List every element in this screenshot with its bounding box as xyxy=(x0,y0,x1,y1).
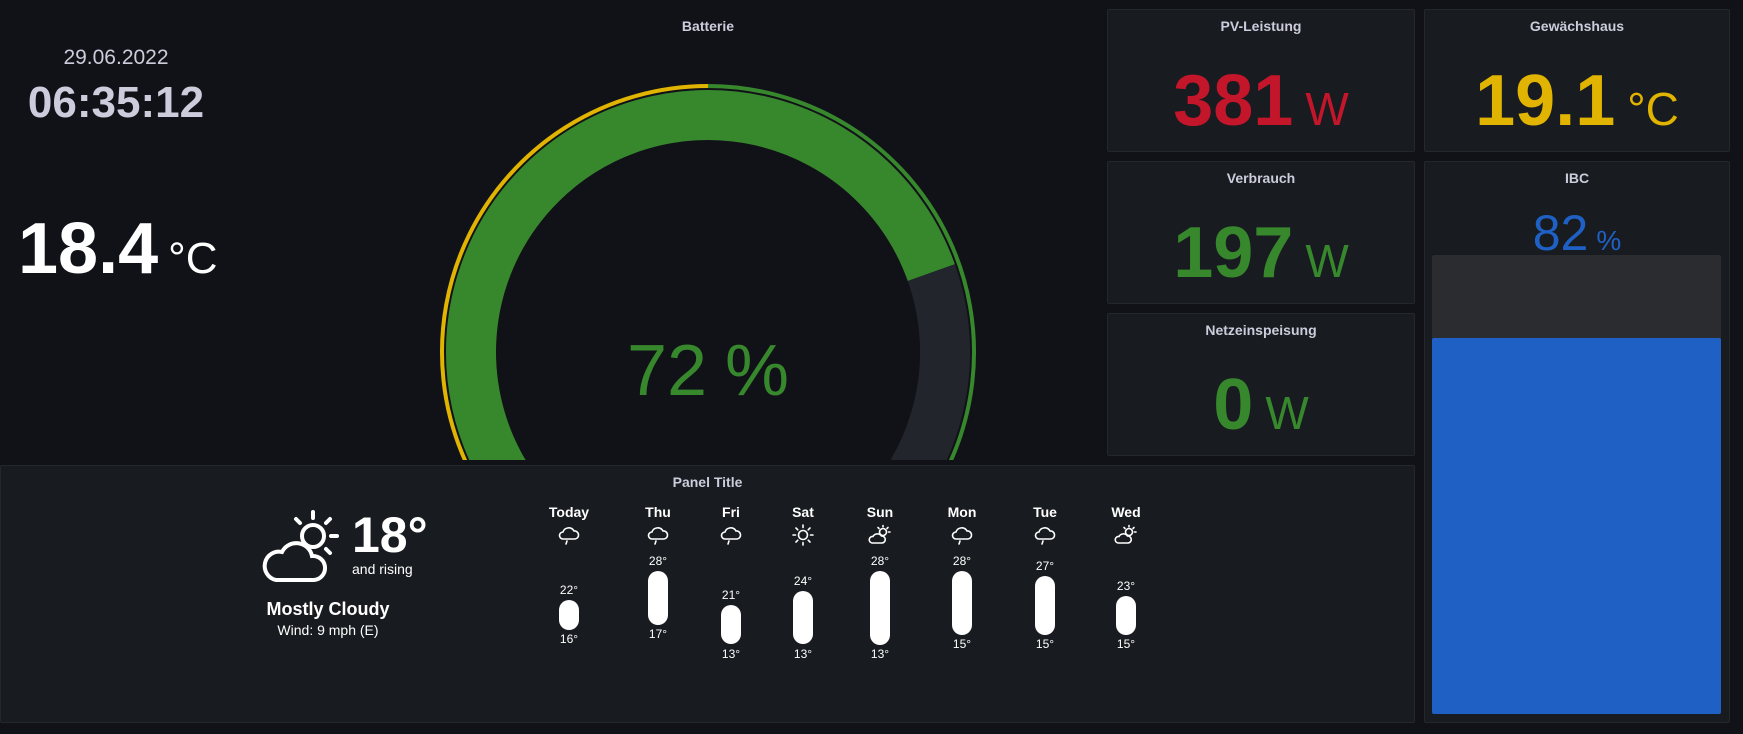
forecast-day-name: Sun xyxy=(866,504,894,520)
forecast-temp-bar xyxy=(559,600,579,630)
forecast-high: 28° xyxy=(648,554,668,568)
forecast-high: 27° xyxy=(1035,558,1055,573)
forecast-day-name: Fri xyxy=(722,504,740,520)
feed-in-value: 0 xyxy=(1213,365,1254,445)
sun-icon xyxy=(791,524,815,546)
ibc-title: IBC xyxy=(1564,170,1590,186)
greenhouse-stat: 19.1 °C xyxy=(1425,60,1729,142)
rain-icon xyxy=(557,524,581,546)
forecast-day-name: Sat xyxy=(792,504,814,520)
forecast-temp-bar xyxy=(1116,595,1136,635)
gauge-threshold-high xyxy=(707,84,977,460)
consumption-stat: 197 W xyxy=(1108,212,1414,294)
pv-stat: 381 W xyxy=(1108,60,1414,142)
pv-title: PV-Leistung xyxy=(1220,18,1302,34)
forecast-low: 17° xyxy=(648,626,668,641)
ibc-unit: % xyxy=(1596,225,1622,256)
pv-unit: W xyxy=(1305,83,1349,135)
greenhouse-panel: Gewächshaus 19.1 °C xyxy=(1424,9,1730,152)
forecast-temp-bar xyxy=(648,571,668,625)
pv-value: 381 xyxy=(1173,61,1294,141)
rain-icon xyxy=(1033,524,1057,546)
ibc-stat: 82% xyxy=(1425,204,1729,262)
forecast-low: 16° xyxy=(559,631,579,646)
forecast-high: 28° xyxy=(952,554,972,568)
ibc-bar-fill xyxy=(1432,337,1721,714)
battery-value-unit: % xyxy=(725,331,790,411)
greenhouse-title: Gewächshaus xyxy=(1529,18,1625,34)
forecast-low: 13° xyxy=(721,646,741,661)
pv-panel: PV-Leistung 381 W xyxy=(1107,9,1415,152)
forecast-day-name: Tue xyxy=(1033,504,1057,520)
rain-icon xyxy=(646,524,670,546)
forecast-low: 15° xyxy=(1116,636,1136,651)
forecast-low: 13° xyxy=(793,646,813,661)
consumption-value: 197 xyxy=(1173,213,1294,293)
outdoor-temperature-unit: °C xyxy=(168,234,218,283)
forecast-high: 22° xyxy=(559,583,579,598)
partly-cloudy-icon xyxy=(1114,524,1138,546)
forecast-low: 15° xyxy=(1035,636,1055,651)
outdoor-temperature: 18.4 °C xyxy=(18,208,218,290)
current-wind: Wind: 9 mph (E) xyxy=(277,622,379,638)
gauge-threshold-mid xyxy=(439,84,709,460)
forecast-high: 24° xyxy=(793,573,813,588)
clock-time: 06:35:12 xyxy=(27,78,205,127)
ibc-bar-track xyxy=(1432,255,1721,714)
forecast-temp-bar xyxy=(1035,575,1055,635)
greenhouse-unit: °C xyxy=(1627,83,1679,135)
clock-date: 29.06.2022 xyxy=(63,46,169,69)
consumption-title: Verbrauch xyxy=(1226,170,1296,186)
consumption-unit: W xyxy=(1305,235,1349,287)
ibc-value: 82 xyxy=(1532,205,1589,261)
current-trend: and rising xyxy=(352,561,413,577)
forecast-temp-bar xyxy=(952,571,972,635)
consumption-panel: Verbrauch 197 W xyxy=(1107,161,1415,304)
feed-in-unit: W xyxy=(1265,387,1309,439)
forecast-high: 21° xyxy=(721,588,741,603)
partly-cloudy-icon xyxy=(868,524,892,546)
battery-title: Batterie xyxy=(681,18,735,34)
greenhouse-value: 19.1 xyxy=(1475,61,1616,141)
rain-icon xyxy=(950,524,974,546)
forecast-low: 15° xyxy=(952,636,972,651)
forecast-day-name: Mon xyxy=(947,504,977,520)
weather-title: Panel Title xyxy=(672,474,743,490)
forecast-high: 23° xyxy=(1116,578,1136,593)
feed-in-title: Netzeinspeisung xyxy=(1205,322,1317,338)
battery-value: 72% xyxy=(380,330,1036,412)
forecast-low: 13° xyxy=(870,646,890,661)
gauge-value-arc xyxy=(446,90,955,460)
weather-panel: Panel Title xyxy=(0,465,1415,723)
battery-value-number: 72 xyxy=(626,331,708,411)
forecast-day-name: Thu xyxy=(645,504,671,520)
forecast-temp-bar xyxy=(870,571,890,645)
forecast-temp-bar xyxy=(721,605,741,645)
forecast-day-name: Today xyxy=(548,504,590,520)
partly-cloudy-icon xyxy=(262,510,339,582)
forecast-temp-bar xyxy=(793,590,813,645)
forecast-high: 28° xyxy=(870,554,890,568)
current-temperature: 18° xyxy=(352,507,428,563)
forecast-day-name: Wed xyxy=(1111,504,1141,520)
current-condition: Mostly Cloudy xyxy=(266,599,390,619)
rain-icon xyxy=(719,524,743,546)
battery-gauge xyxy=(439,84,977,460)
outdoor-temperature-value: 18.4 xyxy=(18,209,159,289)
